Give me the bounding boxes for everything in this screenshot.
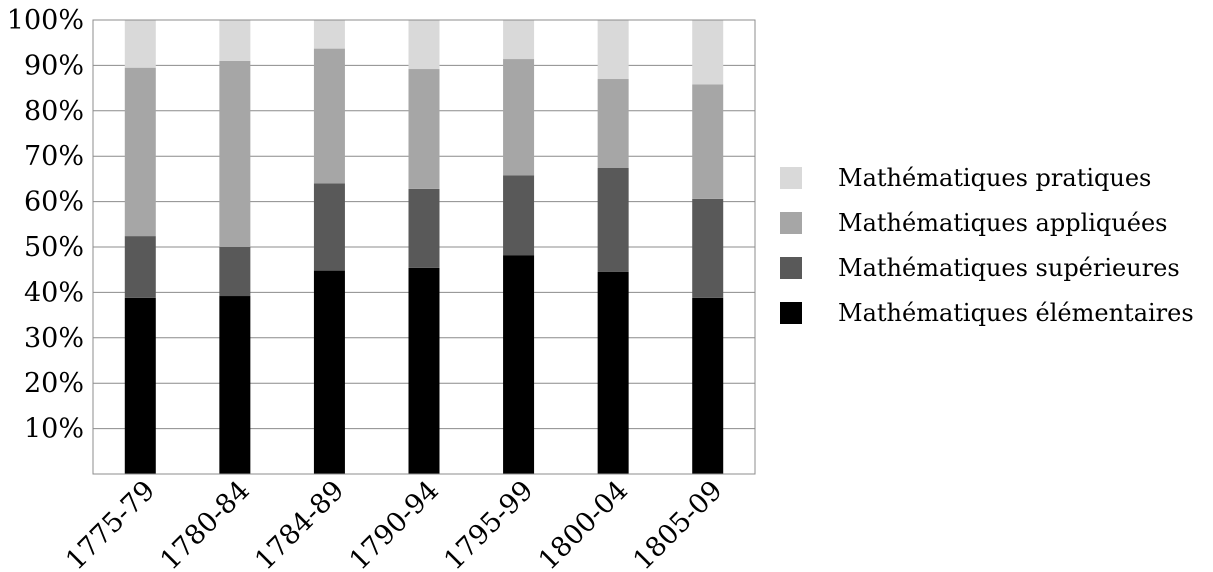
bar-segment bbox=[503, 59, 535, 176]
bar-segment bbox=[597, 168, 629, 272]
y-tick-label: 50% bbox=[24, 232, 84, 263]
bar-segment bbox=[313, 20, 345, 49]
legend-swatch bbox=[780, 257, 802, 279]
bar-segment bbox=[408, 267, 440, 474]
legend-label: Mathématiques appliquées bbox=[838, 209, 1167, 237]
y-tick-label: 30% bbox=[24, 323, 84, 354]
plot-frame bbox=[92, 19, 756, 475]
legend-label: Mathématiques pratiques bbox=[838, 164, 1151, 192]
x-tick-label: 1790-94 bbox=[344, 475, 445, 572]
bar-segment bbox=[124, 236, 156, 298]
bar-segment bbox=[503, 175, 535, 256]
bar-segment bbox=[692, 20, 724, 85]
bar-segment bbox=[219, 60, 251, 247]
y-tick-label: 40% bbox=[24, 277, 84, 308]
legend-swatch bbox=[780, 212, 802, 234]
bar-segment bbox=[124, 20, 156, 68]
bar-segment bbox=[124, 67, 156, 237]
legend-swatch bbox=[780, 302, 802, 324]
legend-label: Mathématiques élémentaires bbox=[838, 299, 1194, 327]
y-tick-label: 10% bbox=[24, 414, 84, 445]
bar-segment bbox=[503, 20, 535, 60]
y-axis-ticks: 10% 20% 30% 40% 50% 60% 70% 80% 90% 100% bbox=[7, 5, 84, 445]
y-tick-label: 90% bbox=[24, 50, 84, 81]
bar-segment bbox=[408, 188, 440, 268]
bar-segment bbox=[219, 20, 251, 61]
x-tick-label: 1780-84 bbox=[155, 475, 256, 572]
x-tick-label: 1775-79 bbox=[60, 475, 161, 572]
x-axis-ticks: 1775-791780-841784-891790-941795-991800-… bbox=[60, 475, 729, 572]
bar-segment bbox=[692, 198, 724, 298]
bars bbox=[124, 20, 724, 474]
bar-segment bbox=[692, 84, 724, 199]
y-tick-label: 100% bbox=[7, 5, 84, 36]
bar-segment bbox=[313, 270, 345, 474]
legend-label: Mathématiques supérieures bbox=[838, 254, 1180, 282]
y-tick-label: 20% bbox=[24, 368, 84, 399]
bar-segment bbox=[597, 79, 629, 169]
bar-segment bbox=[313, 183, 345, 271]
y-tick-label: 70% bbox=[24, 141, 84, 172]
bar-segment bbox=[597, 271, 629, 474]
legend: Mathématiques pratiques Mathématiques app… bbox=[780, 164, 1194, 327]
bar-segment bbox=[313, 48, 345, 184]
y-tick-label: 60% bbox=[24, 187, 84, 218]
x-tick-label: 1805-09 bbox=[627, 475, 728, 572]
legend-swatch bbox=[780, 167, 802, 189]
x-tick-label: 1800-04 bbox=[533, 475, 634, 572]
bar-segment bbox=[692, 297, 724, 474]
x-tick-label: 1795-99 bbox=[438, 475, 539, 572]
bar-segment bbox=[408, 20, 440, 70]
bar-segment bbox=[503, 255, 535, 474]
bar-segment bbox=[219, 296, 251, 474]
bar-segment bbox=[408, 69, 440, 189]
bar-segment bbox=[597, 20, 629, 80]
bar-segment bbox=[124, 297, 156, 474]
x-tick-label: 1784-89 bbox=[249, 475, 350, 572]
y-tick-label: 80% bbox=[24, 96, 84, 127]
bar-segment bbox=[219, 247, 251, 297]
